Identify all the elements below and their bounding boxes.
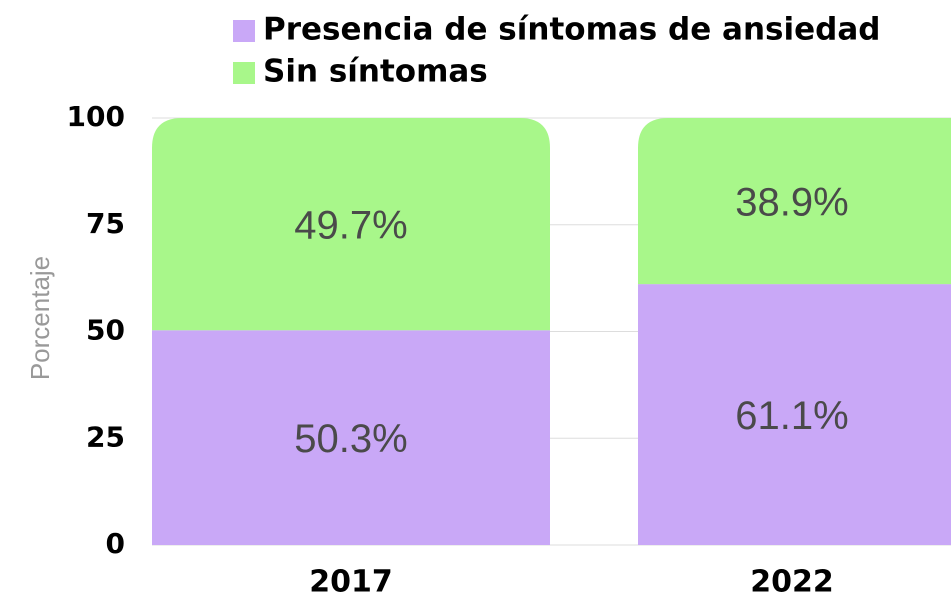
y-tick-label: 0: [106, 527, 125, 560]
legend-label: Sin síntomas: [263, 54, 488, 90]
y-axis-label: Porcentaje: [25, 256, 55, 380]
y-tick-label: 25: [86, 420, 125, 453]
data-label: 38.9%: [735, 181, 848, 225]
data-label: 49.7%: [294, 204, 407, 248]
x-tick-label: 2022: [750, 565, 834, 600]
x-tick-label: 2017: [309, 565, 393, 600]
legend-swatch: [233, 62, 255, 84]
bar-segment: [152, 330, 550, 545]
bar-segment: [638, 284, 951, 545]
y-tick-label: 75: [86, 207, 125, 240]
data-label: 61.1%: [735, 394, 848, 438]
legend-label: Presencia de síntomas de ansiedad: [263, 12, 880, 48]
bar-segment: [638, 118, 951, 285]
data-label: 50.3%: [294, 417, 407, 461]
legend-swatch: [233, 20, 255, 42]
bar-segment: [152, 118, 550, 331]
y-tick-label: 100: [67, 100, 125, 133]
y-tick-label: 50: [86, 314, 125, 347]
